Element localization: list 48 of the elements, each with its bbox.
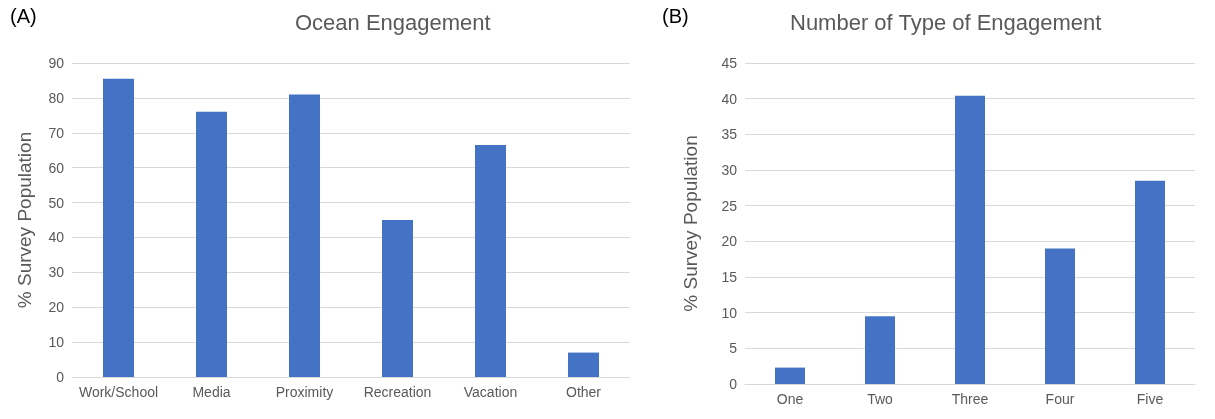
- x-tick-label: Proximity: [275, 384, 334, 400]
- y-tick-label: 70: [48, 124, 65, 141]
- y-tick-label: 0: [56, 369, 65, 385]
- x-tick-label: Work/School: [78, 384, 159, 400]
- bar: [1045, 248, 1075, 384]
- y-tick-label: 30: [48, 264, 65, 281]
- y-tick-label: 80: [48, 89, 65, 106]
- text: (B): [662, 5, 689, 27]
- x-tick-label: Other: [565, 384, 602, 400]
- y-tick-label: 50: [48, 194, 65, 211]
- bar: [382, 220, 413, 377]
- y-tick-label: 30: [721, 162, 738, 178]
- y-tick-label: 20: [721, 233, 738, 250]
- y-tick-label: 40: [721, 90, 738, 107]
- bar: [568, 352, 599, 377]
- bar: [475, 144, 506, 377]
- chart-title: Ocean Engagement: [295, 9, 491, 35]
- y-tick-label: 15: [721, 269, 738, 285]
- y-tick-label: 10: [48, 334, 65, 351]
- y-tick-label: 10: [721, 304, 738, 321]
- y-tick-label: 40: [48, 229, 65, 246]
- chart-title: Number of Type of Engagement: [790, 9, 1102, 35]
- bar: [196, 111, 227, 377]
- x-tick-label: Three: [951, 391, 989, 407]
- x-tick-label: Recreation: [363, 384, 432, 400]
- y-axis-title: % Survey Population: [680, 135, 701, 312]
- y-tick-label: 35: [721, 126, 738, 143]
- y-tick-label: 60: [48, 159, 65, 176]
- y-tick-label: 5: [729, 340, 738, 357]
- bar: [775, 367, 805, 384]
- bar: [865, 316, 895, 384]
- y-tick-label: 20: [48, 299, 65, 316]
- y-axis-title: % Survey Population: [14, 131, 35, 309]
- x-tick-label: One: [776, 391, 804, 407]
- bar: [1135, 180, 1165, 384]
- x-tick-label: Five: [1136, 391, 1164, 407]
- y-tick-label: 45: [721, 55, 738, 71]
- y-tick-label: 25: [721, 197, 738, 214]
- x-tick-label: Vacation: [463, 384, 518, 400]
- bar: [955, 95, 985, 384]
- x-tick-label: Four: [1045, 391, 1075, 407]
- y-tick-label: 0: [729, 376, 738, 392]
- y-tick-label: 90: [48, 55, 65, 71]
- x-tick-label: Two: [867, 391, 894, 407]
- bar: [103, 78, 134, 377]
- text: (A): [10, 5, 37, 27]
- x-tick-label: Media: [192, 384, 231, 400]
- bar: [289, 94, 320, 377]
